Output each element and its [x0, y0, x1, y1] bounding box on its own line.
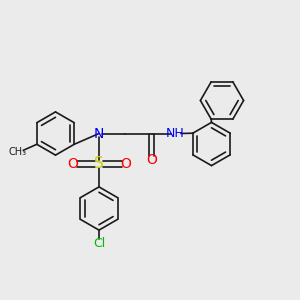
- Text: O: O: [146, 153, 157, 166]
- Text: O: O: [120, 157, 131, 170]
- Text: CH₃: CH₃: [8, 147, 26, 157]
- Text: S: S: [94, 156, 104, 171]
- Text: Cl: Cl: [93, 237, 105, 250]
- Text: O: O: [67, 157, 78, 170]
- Text: N: N: [94, 127, 104, 140]
- Text: NH: NH: [166, 127, 185, 140]
